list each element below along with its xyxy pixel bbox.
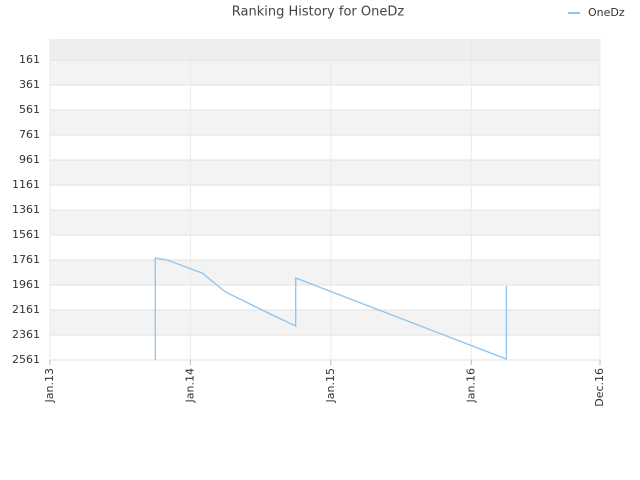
band <box>50 110 600 135</box>
x-tick-label: Jan.13 <box>43 368 56 403</box>
plot-background <box>49 39 601 361</box>
band <box>50 160 600 185</box>
y-tick-label: 1561 <box>12 228 40 241</box>
y-tick-label: 561 <box>19 103 40 116</box>
x-tick-label: Jan.14 <box>183 368 196 403</box>
y-tick-label: 2161 <box>12 303 40 316</box>
y-tick-label: 1361 <box>12 203 40 216</box>
y-tick-label: 361 <box>19 78 40 91</box>
x-tick-label: Jan.16 <box>464 368 477 403</box>
y-tick-label: 2561 <box>12 353 40 366</box>
y-tick-label: 1961 <box>12 278 40 291</box>
band <box>50 60 600 85</box>
y-tick-label: 1161 <box>12 178 40 191</box>
x-tick-label: Jan.15 <box>324 368 337 403</box>
legend-label: OneDz <box>588 6 625 19</box>
x-tick-label: Dec.16 <box>593 368 606 407</box>
band <box>50 40 600 60</box>
band <box>50 310 600 335</box>
y-tick-label: 961 <box>19 153 40 166</box>
band <box>50 210 600 235</box>
y-tick-label: 761 <box>19 128 40 141</box>
line-series <box>154 257 508 360</box>
y-tick-label: 2361 <box>12 328 40 341</box>
band <box>50 260 600 285</box>
chart-title: Ranking History for OneDz <box>232 5 405 20</box>
y-tick-label: 161 <box>19 53 40 66</box>
y-tick-label: 1761 <box>12 253 40 266</box>
